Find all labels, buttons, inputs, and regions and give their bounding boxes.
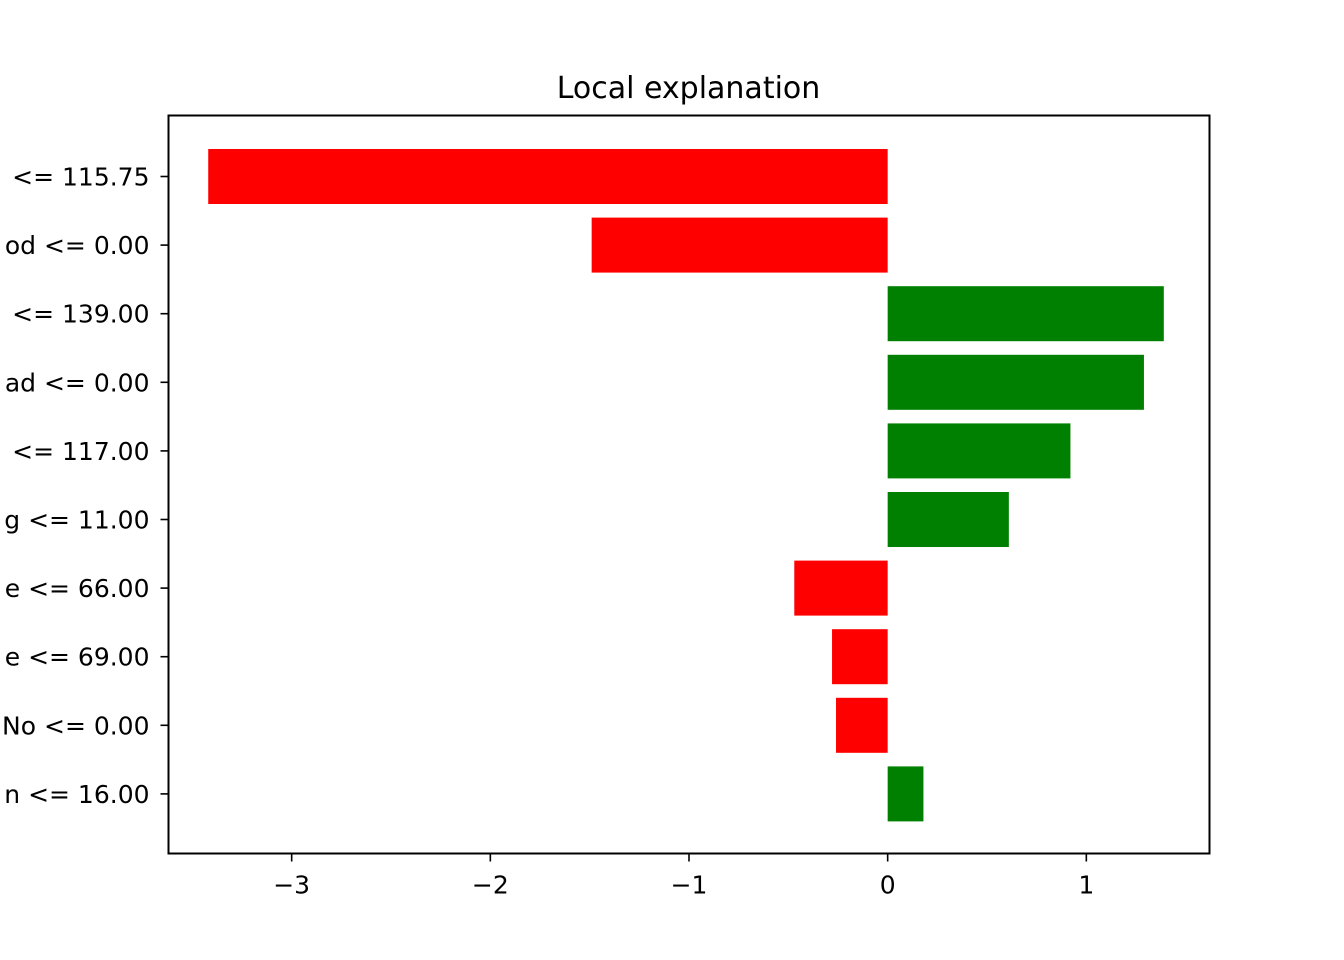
x-tick-label-3: 0 [880,871,896,900]
bar-0 [208,149,888,204]
y-tick-label-2: <= 139.00 [12,300,149,329]
bar-7 [832,629,888,685]
y-axis: <= 115.75 od <= 0.00 <= 139.00 ad <= 0.00 <=… [2,163,169,809]
bar-1 [591,217,888,273]
x-tick-label-2: −1 [671,871,708,900]
bar-5 [887,492,1009,547]
y-tick-label-5: g <= 11.00 [4,506,149,535]
x-axis: −3 −2 −1 0 1 [273,853,1094,900]
bar-4 [887,423,1071,479]
x-tick-label-1: −2 [472,871,509,900]
x-tick-label-0: −3 [273,871,310,900]
y-tick-label-0: <= 115.75 [12,163,149,192]
bar-2 [887,286,1164,342]
y-tick-label-4: <= 117.00 [12,437,149,466]
y-tick-label-7: e <= 69.00 [5,643,150,672]
chart-title: Local explanation [557,71,821,106]
bar-6 [794,560,888,616]
y-tick-label-8: No <= 0.00 [2,711,149,740]
x-tick-label-4: 1 [1078,871,1094,900]
y-tick-label-6: e <= 66.00 [5,574,150,603]
y-tick-label-9: n <= 16.00 [4,780,149,809]
bar-8 [836,697,888,753]
bar-3 [887,354,1144,410]
bars-group [208,149,1164,822]
bar-9 [887,766,924,822]
y-tick-label-1: od <= 0.00 [5,231,150,260]
y-tick-label-3: ad <= 0.00 [5,368,150,397]
